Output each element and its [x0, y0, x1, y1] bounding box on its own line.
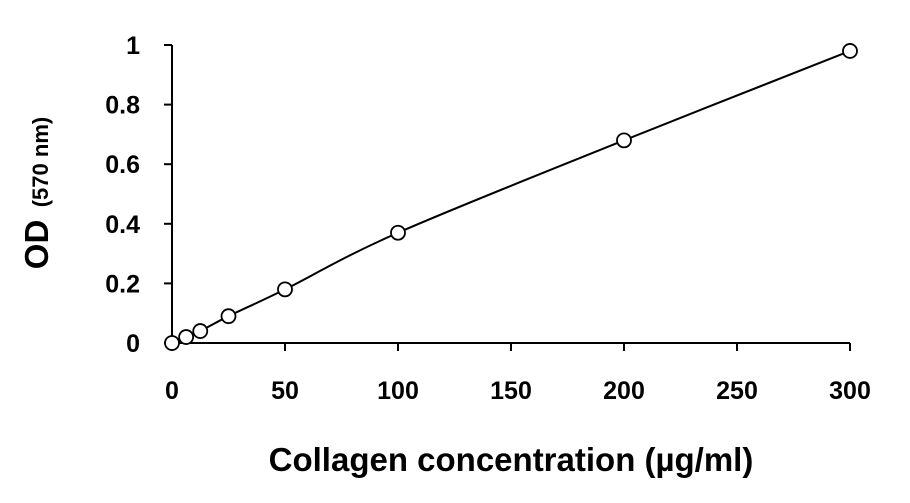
data-point [220, 308, 237, 325]
y-tick-label: 1 [126, 32, 140, 60]
x-tick-label: 0 [165, 377, 179, 405]
x-tick-label: 50 [271, 377, 299, 405]
x-axis-title: Collagen concentration (µg/ml) [269, 441, 754, 478]
data-point [390, 224, 406, 241]
data-points [164, 43, 858, 351]
data-point [616, 132, 632, 149]
y-axis-title-unit: (570 nm) [28, 117, 53, 207]
x-tick-label: 200 [603, 377, 645, 405]
y-tick-label: 0.2 [105, 270, 140, 298]
x-tick-label: 100 [377, 377, 419, 405]
y-tick-label: 0 [126, 330, 140, 358]
y-tick-label: 0.8 [105, 92, 140, 120]
x-tick-label: 300 [829, 377, 871, 405]
axes [171, 45, 850, 344]
x-tick-label: 250 [716, 377, 758, 405]
y-tick-label: 0.4 [105, 211, 140, 239]
y-tick-label: 0.6 [105, 151, 140, 179]
y-axis-ticks: 0 0.2 0.4 0.6 0.8 1 [105, 32, 172, 358]
x-tick-label: 150 [490, 377, 532, 405]
x-axis-ticks: 0 50 100 150 200 250 300 [165, 343, 871, 405]
data-point [277, 281, 293, 298]
data-point [164, 335, 180, 351]
fit-curve-layer [171, 50, 851, 344]
y-axis-title: OD (570 nm) [18, 117, 55, 269]
fit-curve [171, 50, 851, 344]
data-point [192, 323, 209, 339]
data-point [842, 43, 858, 59]
y-axis-title-main: OD [18, 220, 55, 270]
data-point [178, 329, 195, 345]
